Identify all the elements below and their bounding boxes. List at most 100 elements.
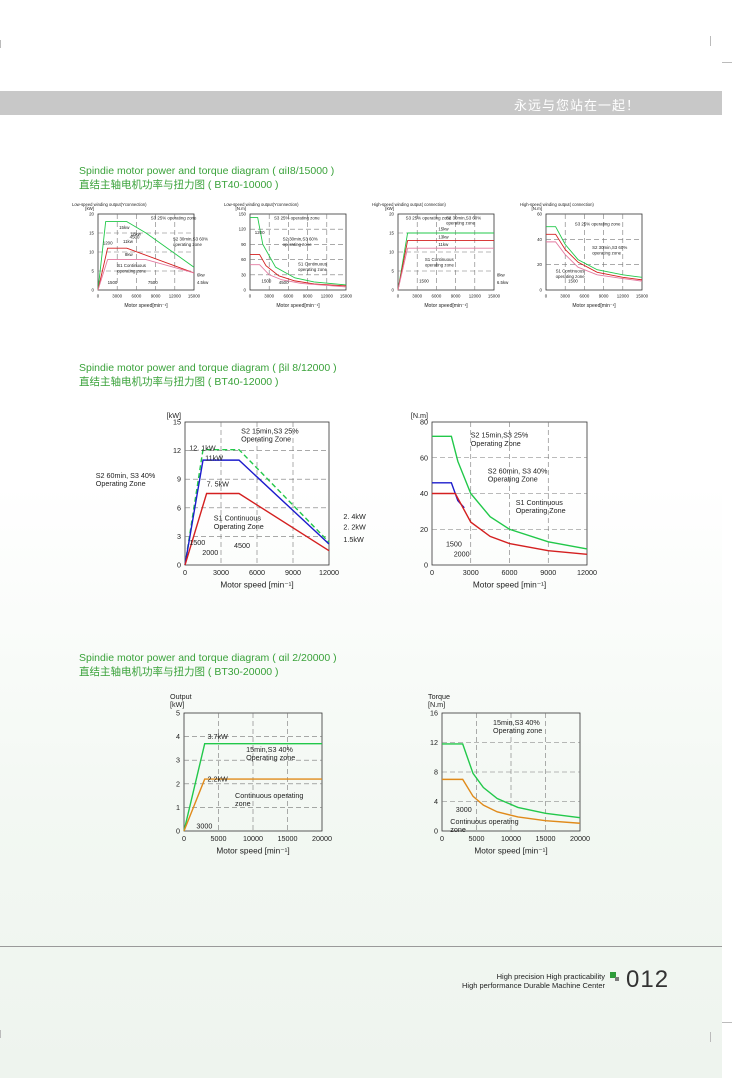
y-tick-label: 40	[420, 489, 428, 498]
y-tick-label: 8	[434, 768, 438, 777]
annotation-label: 3000	[196, 822, 212, 831]
annotation-label: S2 30min,S3 60% operating zone	[283, 237, 318, 247]
y-tick-label: 4	[434, 797, 438, 806]
series-line-orange	[183, 778, 322, 832]
annotation-label: 7500	[148, 280, 158, 285]
annotation-label: 12. 1kW	[189, 444, 216, 453]
x-tick-label: 0	[440, 834, 444, 843]
series-line-red	[432, 492, 588, 555]
x-axis-label: Motor speed [min⁻¹]	[216, 846, 289, 855]
x-tick-label: 3000	[560, 293, 570, 298]
x-axis-label: Motor speed[min⁻¹]	[572, 303, 616, 309]
x-tick-label: 6000	[284, 293, 294, 298]
x-tick-label: 3000	[112, 293, 122, 298]
annotation-label: 6.5kw	[497, 280, 509, 285]
series-line-orange	[442, 778, 581, 824]
y-tick-label: 1	[176, 803, 180, 812]
annotation-label: 1500	[262, 278, 272, 283]
annotation-label: 2. 4kW	[343, 512, 366, 521]
y-tick-label: 15	[89, 231, 94, 236]
series-line-green	[184, 448, 330, 566]
y-axis-label: [kW]	[385, 206, 394, 211]
chart-low-speed-power: Low-speed winding output(Yconnection) 0 30…	[72, 202, 209, 309]
section-title-cn: 直结主轴电机功率与扭力图 ( BT30-20000 )	[79, 666, 279, 678]
x-tick-label: 9000	[285, 568, 301, 577]
x-tick-label: 20000	[570, 834, 590, 843]
x-tick-label: 0	[545, 293, 548, 298]
y-tick-label: 3	[177, 532, 181, 541]
annotation-label: 3000	[456, 805, 472, 814]
annotation-label: S3 25% operating zone	[406, 215, 452, 220]
annotation-label: 15min,S3 40% Operating zone	[493, 718, 542, 735]
y-tick-label: 20	[537, 262, 542, 267]
x-tick-label: 3000	[213, 568, 229, 577]
x-axis-label: Motor speed [min⁻¹]	[220, 580, 293, 589]
annotation-label: 8kw	[125, 252, 134, 257]
annotation-label: S1 Continuous Operating Zone	[516, 498, 566, 515]
chart-title: High-speed winding output( connection)	[520, 202, 594, 207]
y-tick-label: 16	[430, 709, 438, 718]
y-tick-label: 40	[537, 237, 542, 242]
y-tick-label: 30	[241, 272, 246, 277]
series-line-blue	[432, 482, 465, 509]
annotation-label: S1 Continuous operating zone	[556, 269, 586, 279]
y-axis-label: [kW]	[85, 206, 94, 211]
x-tick-label: 0	[182, 834, 186, 843]
annotation-label: 1500	[568, 278, 578, 283]
section-title-cn: 直结主轴电机功率与扭力图 ( BT40-12000 )	[79, 376, 279, 388]
annotation-label: Continuous operating zone	[235, 791, 303, 808]
annotation-label: S2 60min, S3 40% Operating Zone	[96, 471, 156, 488]
annotation-label: 4500	[279, 280, 289, 285]
y-tick-label: 0	[176, 827, 180, 836]
x-tick-label: 6000	[580, 293, 590, 298]
annotation-label: S3 25% operating zone	[151, 215, 197, 220]
x-tick-label: 9000	[451, 293, 461, 298]
y-tick-label: 60	[241, 257, 246, 262]
y-axis-label: Output [kW]	[170, 692, 192, 709]
y-axis-label: [N.m]	[532, 206, 543, 211]
y-tick-label: 5	[92, 269, 95, 274]
y-tick-label: 0	[434, 827, 438, 836]
y-tick-label: 60	[420, 453, 428, 462]
annotation-label: S1 Continuous Operating Zone	[214, 514, 264, 531]
y-tick-label: 10	[89, 250, 94, 255]
crop-mark	[0, 40, 1, 48]
y-tick-label: 20	[89, 212, 94, 217]
series-line-pink	[97, 259, 195, 291]
y-tick-label: 20	[420, 525, 428, 534]
x-tick-label: 3000	[264, 293, 274, 298]
section-title-en: Spindie motor power and torque diagram (…	[79, 165, 335, 177]
annotation-label: 15kw	[438, 227, 449, 232]
x-tick-label: 12000	[577, 568, 597, 577]
x-axis-label: Motor speed[min⁻¹]	[124, 303, 168, 309]
x-tick-label: 15000	[636, 293, 649, 298]
x-tick-label: 6000	[502, 568, 518, 577]
x-tick-label: 0	[183, 568, 187, 577]
y-tick-label: 3	[176, 756, 180, 765]
crop-mark	[722, 62, 732, 63]
x-tick-label: 12000	[469, 293, 482, 298]
banner-slogan: 永远与您站在一起！	[513, 98, 640, 113]
section-title-1: Spindie motor power and torque diagram (…	[79, 164, 334, 192]
chart-title: Low-speed winding output(Yconnection)	[224, 202, 299, 207]
chart-high-speed-power: High-speed winding output( connection) 0 3…	[372, 202, 509, 309]
series-line-red	[546, 233, 643, 281]
x-tick-label: 0	[249, 293, 252, 298]
y-tick-label: 12	[430, 738, 438, 747]
footer-slogan: High precision High practicability High …	[462, 972, 605, 990]
annotation-label: S2 30min,S3 60% operating zone	[446, 215, 481, 225]
x-tick-label: 0	[97, 293, 100, 298]
annotation-label: Continuous operating zone	[450, 817, 518, 834]
y-tick-label: 6	[177, 503, 181, 512]
y-tick-label: 4	[176, 732, 180, 741]
series-line-pink	[250, 264, 347, 288]
x-tick-label: 6000	[432, 293, 442, 298]
annotation-label: 1500	[419, 278, 429, 283]
x-tick-label: 15000	[488, 293, 501, 298]
annotation-label: 7. 5kW	[207, 479, 230, 488]
x-tick-label: 6000	[249, 568, 265, 577]
x-tick-label: 20000	[312, 834, 332, 843]
section-title-2: Spindie motor power and torque diagram (…	[79, 361, 337, 389]
y-tick-label: 20	[389, 212, 394, 217]
annotation-label: 1200	[255, 230, 265, 235]
